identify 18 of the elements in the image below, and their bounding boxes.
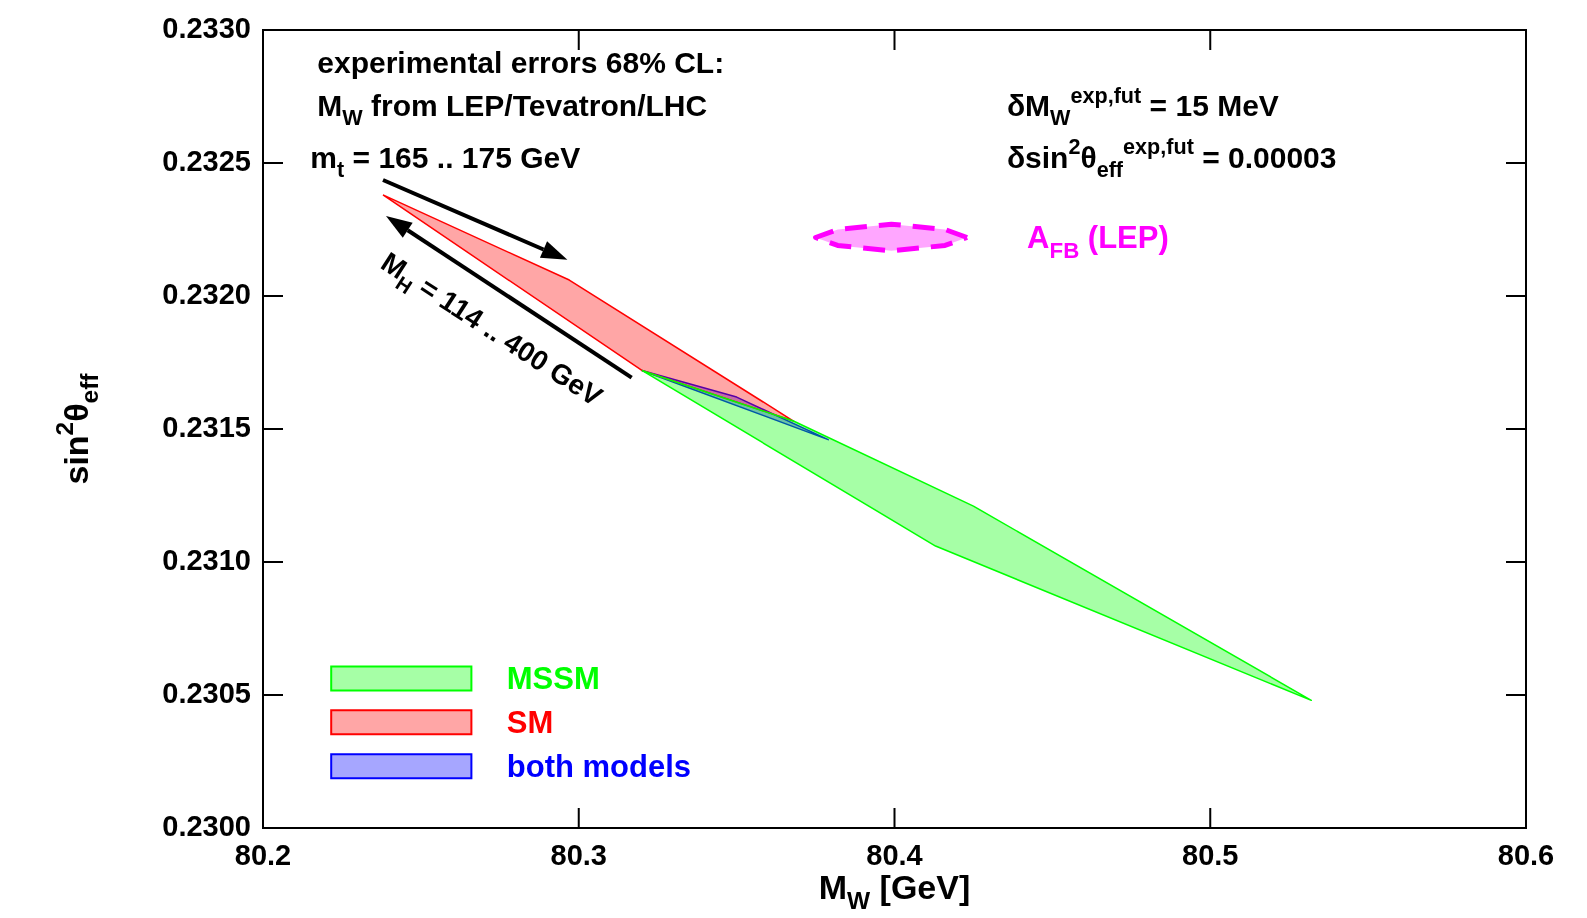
x-tick-label: 80.3 [550, 839, 607, 872]
x-tick-label: 80.6 [1497, 839, 1555, 872]
annotation: MH = 114 .. 400 GeV [375, 246, 609, 413]
annotation: experimental errors 68% CL: [317, 46, 725, 80]
y-tick-label: 0.2310 [162, 544, 251, 576]
y-tick-label: 0.2330 [162, 12, 251, 44]
x-tick-label: 80.5 [1182, 839, 1239, 872]
y-tick-label: 0.2315 [162, 411, 251, 443]
y-tick-label: 0.2300 [162, 810, 251, 842]
x-tick-label: 80.2 [234, 839, 292, 872]
y-axis-title: sin2θeff [50, 372, 104, 485]
x-tick-label: 80.4 [866, 839, 923, 872]
legend-label: MSSM [506, 661, 600, 697]
legend-label: SM [506, 705, 554, 741]
y-tick-label: 0.2305 [162, 677, 251, 709]
y-tick-label: 0.2320 [162, 278, 251, 310]
legend-label: both models [506, 749, 692, 785]
y-tick-label: 0.2325 [162, 145, 251, 177]
